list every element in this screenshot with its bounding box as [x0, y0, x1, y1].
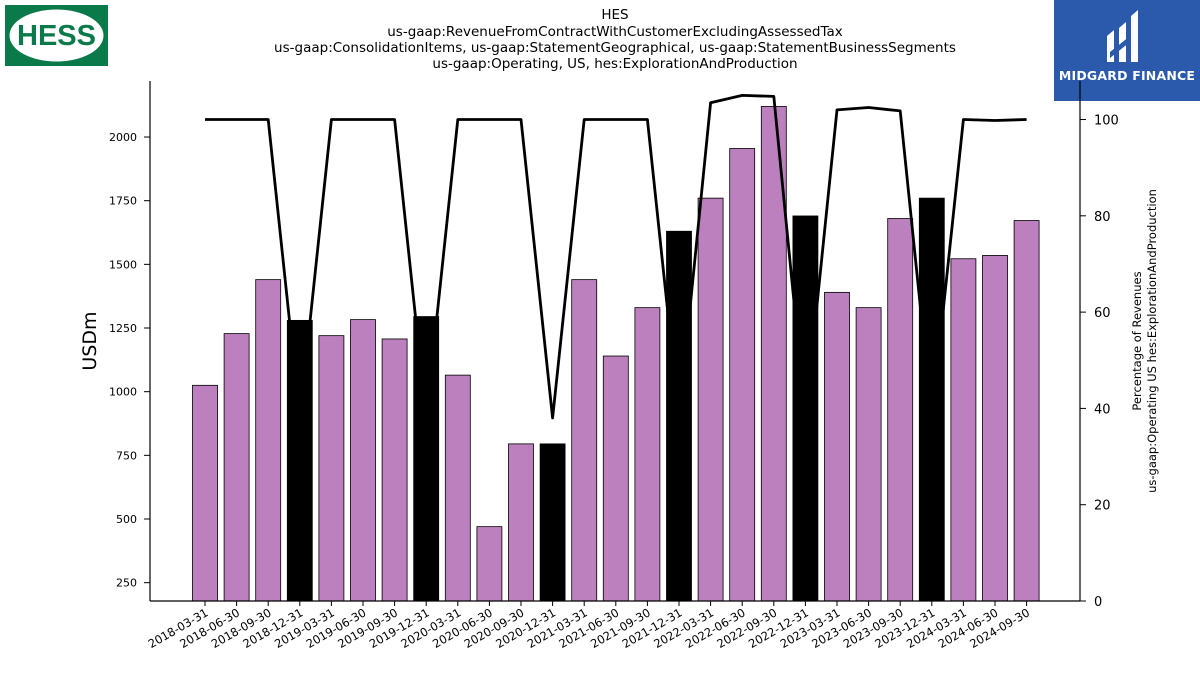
y-tick-label-1500: 1500: [109, 258, 137, 271]
y-right-tick-label-40: 40: [1094, 402, 1111, 417]
bar-2024-03-31: [950, 258, 977, 602]
bar-2022-06-30: [729, 148, 756, 602]
title-line-4: us-gaap:Operating, US, hes:ExplorationAn…: [432, 56, 798, 72]
y-right-tick-label-20: 20: [1094, 499, 1111, 514]
bar-2023-09-30: [887, 218, 914, 602]
y-right-axis-label-2: us-gaap:Operating US hes:ExplorationAndP…: [1145, 189, 1159, 493]
y-right-tick-label-80: 80: [1094, 210, 1111, 225]
bar-2021-06-30: [602, 355, 629, 602]
percentage-line: [205, 94, 1027, 420]
y-right-tick-label-60: 60: [1094, 306, 1111, 321]
y-tick-label-500: 500: [116, 513, 137, 526]
y-tick-label-1250: 1250: [109, 322, 137, 335]
title-line-2: us-gaap:RevenueFromContractWithCustomerE…: [387, 24, 843, 40]
bar-2020-06-30: [476, 526, 503, 602]
bar-2022-03-31: [697, 197, 724, 602]
y-tick-label-1750: 1750: [109, 195, 137, 208]
bar-2018-06-30: [223, 333, 250, 602]
title-line-3: us-gaap:ConsolidationItems, us-gaap:Stat…: [274, 40, 956, 56]
bar-2023-03-31: [824, 291, 850, 602]
bar-2018-09-30: [255, 279, 282, 602]
bar-2019-09-30: [381, 338, 408, 602]
y-axis-label: USDm: [79, 311, 101, 370]
title-line-1: HES: [601, 7, 629, 23]
bar-2019-06-30: [350, 319, 376, 602]
bar-2021-03-31: [571, 279, 598, 602]
bar-2024-09-30: [1013, 220, 1040, 602]
y-tick-label-2000: 2000: [109, 131, 137, 144]
y-tick-label-1000: 1000: [109, 386, 137, 399]
y-right-tick-label-0: 0: [1094, 595, 1102, 610]
bar-2023-12-31: [918, 197, 945, 602]
midgard-finance-text: MIDGARD FINANCE: [1058, 68, 1196, 83]
bar-2019-12-31: [413, 316, 440, 602]
bar-2018-03-31: [192, 384, 218, 602]
bar-2024-06-30: [982, 255, 1008, 602]
bar-2021-09-30: [634, 307, 661, 602]
hess-logo-text: HESS: [17, 20, 96, 52]
hess-logo: HESS: [5, 5, 108, 66]
y-right-tick-label-100: 100: [1094, 114, 1119, 129]
y-tick-label-750: 750: [116, 449, 137, 462]
y-tick-label-250: 250: [116, 577, 137, 590]
y-right-axis-label-1: Percentage of Revenues: [1130, 271, 1144, 410]
bar-2020-03-31: [444, 374, 471, 602]
bar-2023-06-30: [855, 307, 882, 602]
midgard-finance-logo: MIDGARD FINANCE: [1054, 0, 1200, 101]
bar-2020-12-31: [539, 443, 566, 602]
bar-2018-12-31: [286, 319, 313, 602]
bar-2020-09-30: [508, 443, 534, 602]
bar-2019-03-31: [318, 335, 345, 602]
